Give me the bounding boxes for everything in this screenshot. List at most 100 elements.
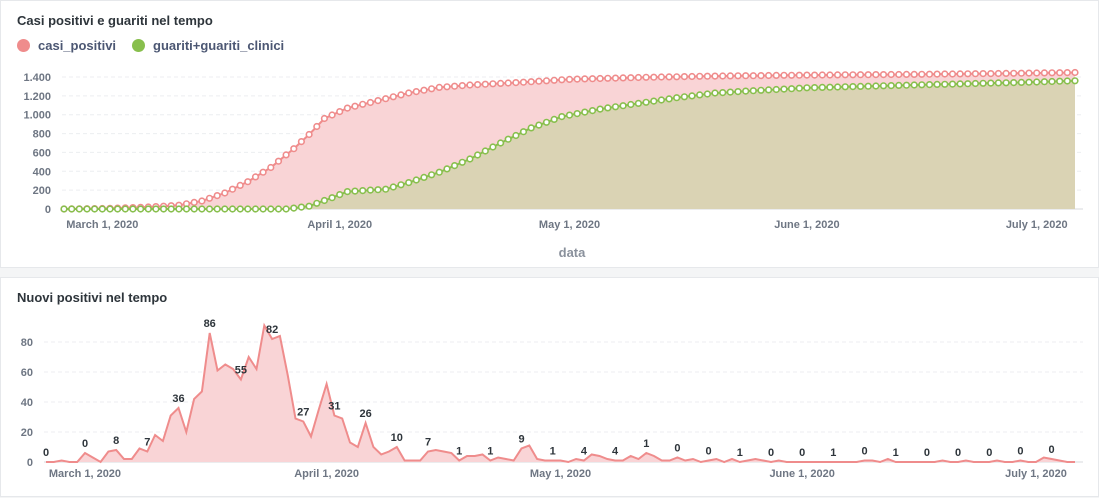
data-point[interactable] [389,93,397,101]
data-point[interactable] [190,198,198,206]
data-point[interactable] [588,106,597,115]
data-point[interactable] [688,92,696,100]
data-point[interactable] [719,72,727,80]
data-point[interactable] [497,139,505,147]
data-point[interactable] [1002,79,1010,87]
data-point[interactable] [833,83,842,91]
data-point[interactable] [619,74,627,82]
data-point[interactable] [251,173,260,181]
data-point[interactable] [382,95,390,103]
data-point[interactable] [1010,69,1018,77]
data-point[interactable] [596,105,604,113]
data-point[interactable] [971,70,980,78]
data-point[interactable] [336,107,344,116]
data-point[interactable] [98,205,106,213]
data-point[interactable] [818,71,826,79]
data-point[interactable] [137,205,145,213]
data-point[interactable] [282,151,290,159]
data-point[interactable] [803,84,811,92]
data-point[interactable] [527,78,535,86]
data-point[interactable] [711,89,719,97]
data-point[interactable] [259,205,267,213]
data-point[interactable] [305,202,313,210]
data-point[interactable] [734,87,742,96]
data-point[interactable] [251,205,260,213]
data-point[interactable] [826,71,834,79]
data-point[interactable] [389,183,397,191]
data-point[interactable] [979,69,987,78]
data-point[interactable] [274,205,283,213]
data-point[interactable] [121,205,129,213]
data-point[interactable] [1025,69,1033,77]
data-point[interactable] [872,82,880,90]
data-point[interactable] [274,157,283,165]
data-point[interactable] [879,82,888,90]
data-point[interactable] [887,70,895,79]
data-point[interactable] [581,108,589,116]
data-point[interactable] [466,155,474,163]
data-point[interactable] [642,98,650,106]
data-point[interactable] [466,81,474,89]
data-point[interactable] [305,130,313,139]
data-point[interactable] [795,84,803,92]
data-point[interactable] [267,163,275,172]
data-point[interactable] [948,80,957,88]
data-point[interactable] [964,80,972,88]
data-point[interactable] [680,72,689,81]
data-point[interactable] [1056,77,1064,85]
data-point[interactable] [619,102,627,110]
data-point[interactable] [328,111,336,119]
data-point[interactable] [489,143,497,151]
data-point[interactable] [152,205,160,213]
data-point[interactable] [1048,77,1056,86]
data-point[interactable] [787,85,796,93]
data-point[interactable] [428,85,436,93]
data-point[interactable] [772,85,780,94]
data-point[interactable] [542,77,551,85]
data-point[interactable] [443,83,451,91]
data-point[interactable] [665,95,673,103]
data-point[interactable] [481,80,489,88]
data-point[interactable] [711,72,719,80]
data-point[interactable] [1071,68,1079,77]
data-point[interactable] [190,205,198,213]
data-point[interactable] [167,205,175,213]
data-point[interactable] [1025,78,1033,86]
data-point[interactable] [1010,78,1018,87]
data-point[interactable] [236,181,244,189]
data-point[interactable] [657,96,666,104]
chart-casi-guariti[interactable]: 0 200 400 600 800 1.000 1.200 1.400 March 1, 202… [1,1,1099,269]
data-point[interactable] [313,199,321,207]
data-point[interactable] [83,205,91,213]
data-point[interactable] [213,192,221,200]
data-point[interactable] [588,75,597,83]
data-point[interactable] [420,86,428,94]
data-point[interactable] [205,194,214,202]
data-point[interactable] [742,87,750,95]
data-point[interactable] [849,71,857,79]
data-point[interactable] [412,87,420,96]
data-point[interactable] [703,90,712,98]
data-point[interactable] [803,71,811,79]
data-point[interactable] [650,73,658,81]
data-point[interactable] [320,196,329,205]
data-point[interactable] [182,205,191,213]
data-point[interactable] [244,205,252,213]
data-point[interactable] [512,78,520,87]
data-point[interactable] [887,81,895,90]
data-point[interactable] [359,187,367,195]
data-point[interactable] [527,124,535,132]
data-point[interactable] [443,165,451,173]
data-point[interactable] [535,121,543,129]
data-point[interactable] [634,99,643,107]
data-point[interactable] [343,188,352,196]
data-point[interactable] [228,185,237,193]
data-point[interactable] [160,205,168,213]
data-point[interactable] [205,205,214,213]
data-point[interactable] [757,86,765,94]
data-point[interactable] [895,70,903,79]
data-point[interactable] [780,71,788,79]
data-point[interactable] [933,70,941,78]
data-point[interactable] [328,194,336,202]
data-point[interactable] [213,205,221,213]
